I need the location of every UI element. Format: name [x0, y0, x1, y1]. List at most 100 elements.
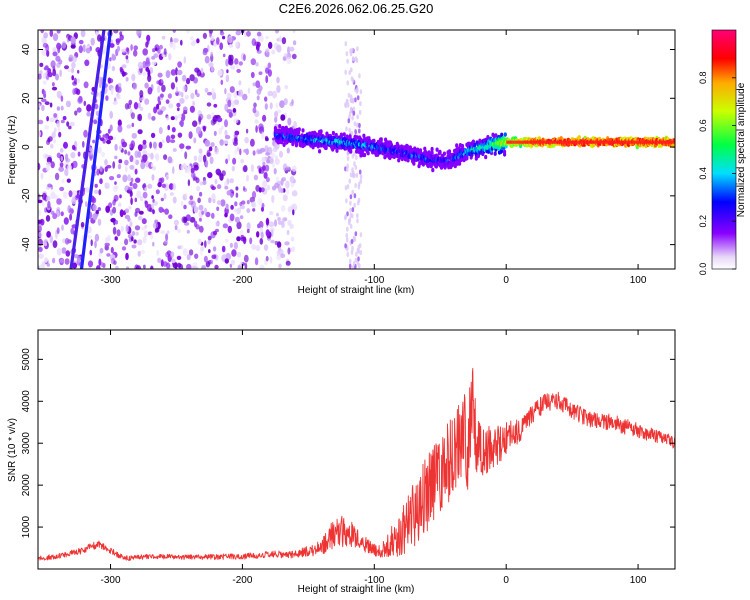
- noise-blob: [153, 200, 159, 206]
- noise-blob: [65, 250, 71, 257]
- noise-blob: [170, 134, 176, 140]
- noise-blob: [170, 69, 177, 76]
- noise-band-blob: [346, 80, 350, 86]
- noise-blob: [130, 112, 135, 120]
- noise-band-blob: [344, 41, 348, 47]
- noise-blob: [170, 82, 175, 90]
- noise-blob: [156, 249, 160, 257]
- noise-blob: [157, 181, 162, 188]
- noise-blob: [44, 257, 48, 263]
- noise-blob: [203, 255, 208, 263]
- noise-blob: [270, 152, 275, 159]
- y-tick-label: -40: [21, 237, 32, 252]
- noise-blob: [293, 120, 297, 129]
- noise-blob: [259, 147, 266, 153]
- noise-blob: [121, 48, 127, 53]
- noise-blob: [115, 265, 119, 269]
- noise-band-blob: [347, 218, 351, 224]
- noise-blob: [124, 159, 129, 166]
- ridge-core: [506, 140, 675, 144]
- noise-blob: [72, 88, 76, 95]
- noise-blob: [225, 74, 230, 83]
- noise-blob: [77, 151, 81, 157]
- noise-blob: [204, 55, 210, 64]
- noise-blob: [290, 236, 295, 242]
- x-tick-label: 100: [630, 575, 647, 586]
- noise-band-blob: [344, 103, 348, 109]
- noise-blob: [165, 233, 169, 242]
- noise-blob: [112, 199, 116, 206]
- noise-blob: [213, 103, 218, 108]
- noise-blob: [216, 184, 222, 190]
- noise-blob: [61, 224, 64, 231]
- noise-blob: [207, 235, 212, 241]
- noise-blob: [111, 87, 114, 96]
- noise-blob: [183, 216, 188, 223]
- noise-blob: [207, 239, 211, 245]
- noise-blob: [62, 191, 68, 199]
- noise-blob: [68, 125, 72, 130]
- noise-band-blob: [354, 183, 357, 188]
- noise-blob: [234, 208, 237, 213]
- noise-blob: [198, 225, 204, 233]
- noise-blob: [64, 258, 70, 265]
- noise-blob: [49, 30, 54, 37]
- ridge-blob: [384, 137, 388, 142]
- noise-blob: [38, 73, 42, 80]
- noise-blob: [152, 166, 156, 171]
- noise-blob: [117, 119, 122, 127]
- colorbar-tick-label: 0.4: [698, 167, 708, 180]
- noise-blob: [72, 160, 78, 169]
- noise-blob: [142, 150, 148, 155]
- noise-blob: [141, 218, 147, 225]
- noise-blob: [102, 49, 106, 55]
- ridge-blob: [503, 149, 507, 155]
- noise-blob: [175, 264, 178, 269]
- noise-blob: [138, 215, 143, 221]
- noise-band-blob: [349, 207, 352, 213]
- noise-blob: [255, 184, 260, 192]
- noise-blob: [211, 212, 215, 219]
- chart-title: C2E6.2026.062.06.25.G20: [279, 1, 434, 16]
- snr-y-label: SNR (10 * v/v): [7, 418, 18, 482]
- noise-band-blob: [351, 98, 355, 104]
- noise-band-blob: [353, 151, 356, 157]
- noise-blob: [270, 239, 275, 244]
- noise-blob: [243, 31, 247, 37]
- noise-blob: [58, 166, 64, 172]
- noise-blob: [156, 103, 160, 110]
- ridge-blob: [400, 156, 404, 162]
- noise-blob: [161, 139, 165, 144]
- noise-blob: [249, 237, 253, 245]
- noise-blob: [219, 173, 224, 181]
- noise-blob: [172, 182, 176, 191]
- noise-blob: [117, 94, 121, 100]
- noise-blob: [84, 187, 90, 193]
- noise-blob: [268, 157, 274, 164]
- noise-blob: [267, 146, 273, 155]
- noise-band-blob: [354, 257, 358, 263]
- noise-blob: [150, 132, 156, 138]
- noise-blob: [259, 264, 265, 269]
- noise-blob: [222, 53, 226, 58]
- noise-blob: [212, 198, 216, 204]
- noise-blob: [134, 150, 139, 159]
- noise-blob: [192, 162, 199, 168]
- noise-blob: [101, 151, 106, 158]
- noise-blob: [253, 102, 257, 108]
- noise-band-blob: [345, 51, 349, 57]
- noise-blob: [251, 201, 257, 208]
- noise-blob: [130, 44, 133, 51]
- noise-blob: [226, 190, 231, 196]
- noise-blob: [260, 231, 264, 239]
- snr-line: [38, 367, 675, 561]
- noise-band-blob: [352, 110, 356, 116]
- noise-band-blob: [354, 231, 358, 237]
- noise-blob: [280, 188, 284, 194]
- noise-band-blob: [356, 247, 360, 253]
- noise-blob: [262, 114, 267, 122]
- noise-blob: [47, 137, 51, 143]
- noise-blob: [234, 130, 240, 136]
- noise-blob: [71, 195, 76, 203]
- noise-blob: [261, 156, 266, 163]
